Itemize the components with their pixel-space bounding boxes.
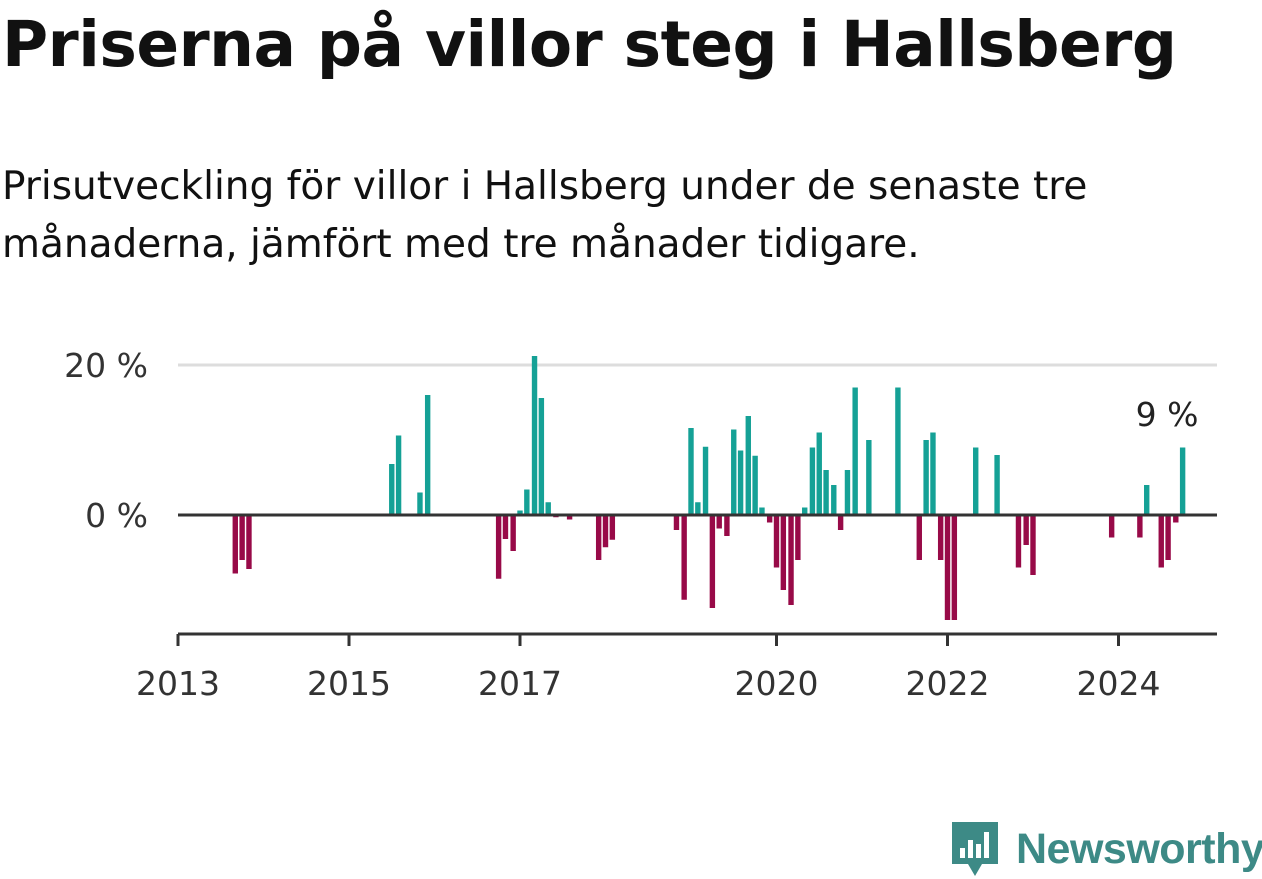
bar: [795, 515, 801, 560]
bar: [510, 515, 516, 551]
chart-title: Priserna på villor steg i Hallsberg: [2, 8, 1177, 81]
bar: [1023, 515, 1029, 545]
bar: [823, 470, 829, 515]
axis-layer: [176, 513, 1217, 646]
newsworthy-logo-icon: [952, 822, 998, 876]
bar: [232, 515, 238, 574]
bar: [417, 492, 423, 515]
bar: [702, 446, 709, 515]
bar: [695, 502, 701, 515]
bar: [944, 515, 951, 620]
label-layer: 0 % 20 % 2013 2015 2017 2020 2022 2024 9 %: [64, 346, 1198, 703]
bar: [389, 464, 395, 515]
bar: [424, 395, 431, 515]
bar: [1173, 515, 1179, 523]
bar: [517, 510, 523, 515]
bar: [759, 507, 765, 515]
bar: [395, 435, 402, 515]
bar: [837, 515, 844, 530]
bar: [831, 485, 837, 515]
bar: [773, 515, 780, 568]
bar: [973, 447, 979, 515]
x-tick-label: 2022: [906, 664, 990, 703]
bar: [852, 387, 858, 515]
bar: [731, 429, 737, 515]
bar: [495, 515, 502, 579]
bar: [788, 515, 794, 605]
bar: [688, 428, 694, 515]
bar: [545, 502, 551, 515]
y-tick-label: 20 %: [64, 346, 148, 385]
bar: [1179, 447, 1186, 515]
bar: [802, 507, 808, 515]
latest-value-label: 9 %: [1136, 395, 1199, 434]
bar: [239, 515, 245, 560]
bar: [809, 447, 816, 515]
x-tick-label: 2013: [136, 664, 220, 703]
bar: [1030, 515, 1036, 575]
bar: [531, 356, 538, 515]
bar: [916, 515, 922, 560]
bar: [1108, 515, 1115, 538]
bar: [538, 398, 545, 515]
x-tick-label: 2024: [1077, 664, 1161, 703]
x-tick-label: 2017: [478, 664, 562, 703]
bar: [602, 515, 609, 548]
x-tick-label: 2020: [735, 664, 819, 703]
bar: [724, 515, 730, 536]
chart-subtitle: Prisutveckling för villor i Hallsberg un…: [2, 164, 1088, 267]
y-tick-label: 0 %: [85, 496, 148, 535]
bar: [566, 515, 573, 520]
bar: [1158, 515, 1164, 568]
bar: [716, 515, 722, 529]
bar: [709, 515, 716, 608]
newsworthy-logo: Newsworthy: [950, 820, 1262, 878]
brand-name: Newsworthy: [1016, 824, 1262, 873]
bar: [780, 515, 787, 590]
bar: [595, 515, 602, 560]
bar: [930, 432, 936, 515]
bar: [844, 470, 851, 515]
bar: [1165, 515, 1171, 560]
bar: [951, 515, 958, 620]
bar: [923, 440, 929, 515]
bar: [609, 515, 616, 540]
bar: [994, 455, 1000, 515]
bar: [1015, 515, 1022, 568]
bar: [1144, 485, 1150, 515]
bar: [524, 489, 530, 515]
bar: [673, 515, 680, 530]
bar: [816, 432, 822, 515]
bar: [737, 450, 744, 515]
bar: [681, 515, 687, 600]
bar: [502, 515, 509, 539]
bar: [766, 515, 773, 523]
bar: [752, 455, 758, 515]
bar: [866, 440, 872, 515]
x-tick-label: 2015: [307, 664, 391, 703]
bar-layer: [232, 356, 1186, 620]
bar: [745, 416, 751, 515]
bar: [246, 515, 252, 569]
bar: [1137, 515, 1143, 538]
bar: [895, 387, 901, 515]
bar: [937, 515, 944, 560]
